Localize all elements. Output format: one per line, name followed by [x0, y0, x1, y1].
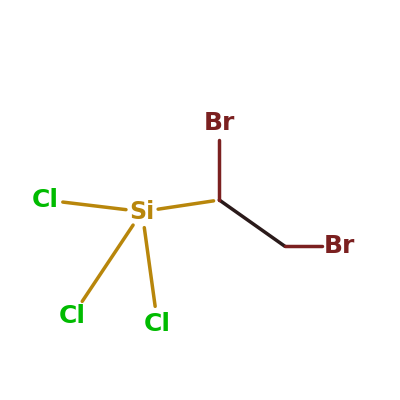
Text: Br: Br: [204, 111, 235, 135]
Text: Cl: Cl: [144, 312, 171, 336]
Text: Cl: Cl: [32, 188, 59, 212]
Text: Si: Si: [130, 200, 155, 224]
Text: Br: Br: [323, 234, 355, 258]
Text: Cl: Cl: [59, 304, 86, 328]
